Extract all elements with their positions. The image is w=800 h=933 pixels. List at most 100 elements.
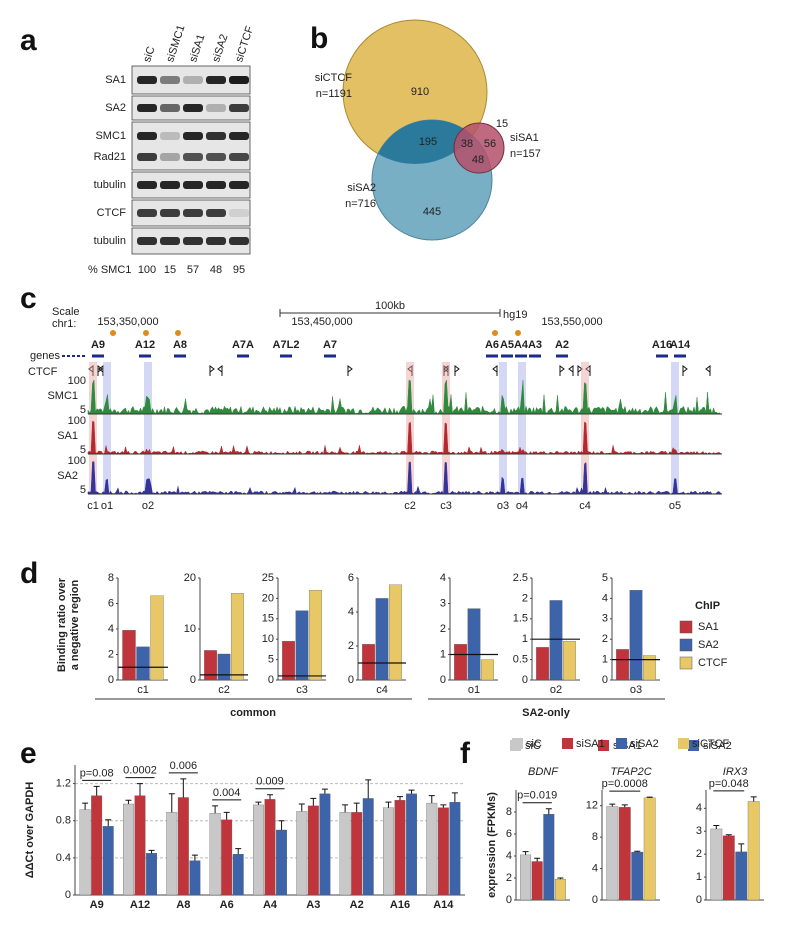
- p-value: p=0.048: [709, 778, 749, 790]
- blot-band: [206, 132, 226, 140]
- coordinate: 153,450,000: [291, 316, 352, 328]
- legend-label: siC: [525, 740, 541, 752]
- error-bar: [321, 788, 328, 794]
- bar: [231, 593, 244, 681]
- blot-band: [229, 237, 249, 245]
- bar: [204, 650, 217, 681]
- y-tick-label: 4: [592, 862, 598, 874]
- blot-band: [160, 237, 180, 245]
- quant-value: 57: [187, 264, 199, 276]
- error-bar: [750, 796, 757, 802]
- error-bar: [93, 785, 100, 796]
- y-tick-label: 2: [696, 848, 702, 860]
- x-tick-label: o1: [468, 684, 480, 696]
- legend-label: siSA2: [703, 740, 732, 752]
- y-tick-label: 0: [602, 674, 608, 686]
- bar: [389, 584, 402, 681]
- bar: [554, 878, 566, 901]
- site-highlight: [103, 362, 111, 494]
- bar: [383, 807, 394, 896]
- row-label: SMC1: [95, 130, 126, 142]
- blot-band: [137, 181, 157, 189]
- y-tick-label: 0: [190, 674, 196, 686]
- browser-label: hg19: [503, 309, 527, 321]
- bar: [276, 829, 287, 896]
- x-tick-label: A4: [263, 899, 278, 911]
- x-tick-label: o2: [550, 684, 562, 696]
- ctcf-site: [98, 365, 104, 376]
- y-tick-label: 0: [440, 674, 446, 686]
- error-bar: [278, 820, 285, 830]
- error-bar: [522, 851, 529, 855]
- legend-label: SA2: [698, 639, 719, 651]
- blot-band: [160, 181, 180, 189]
- track-label: SA1: [57, 430, 78, 442]
- track-scale: 100: [68, 415, 86, 427]
- gene-name: A7L2: [273, 339, 300, 351]
- error-bar: [738, 843, 745, 852]
- bar: [563, 641, 576, 681]
- panel-label: f: [460, 737, 471, 770]
- ctcf-site: [705, 365, 711, 376]
- row-label: tubulin: [94, 179, 126, 191]
- bar: [481, 659, 494, 681]
- bar: [91, 795, 103, 896]
- error-bar: [725, 834, 732, 836]
- legend-swatch: [598, 740, 609, 751]
- row-label: SA1: [105, 74, 126, 86]
- y-tick-label: 4: [602, 592, 608, 604]
- chart-title: TFAP2C: [610, 766, 651, 778]
- error-bar: [82, 802, 89, 810]
- gene-name: A12: [135, 339, 155, 351]
- blot-band: [206, 209, 226, 217]
- quant-label: % SMC1: [88, 264, 131, 276]
- site-highlight: [671, 362, 679, 494]
- bar: [221, 819, 233, 896]
- gene-name: A7: [323, 339, 337, 351]
- y-tick-label: 8: [592, 831, 598, 843]
- error-bar: [125, 799, 132, 804]
- y-tick-label: 10: [262, 633, 274, 645]
- panel-label: d: [20, 557, 38, 590]
- bar: [339, 812, 351, 896]
- row-label: tubulin: [94, 235, 126, 247]
- venn-label: 445: [423, 206, 441, 218]
- track-scale: 5: [80, 404, 86, 416]
- bar: [449, 801, 461, 896]
- tss-dot: [492, 330, 498, 336]
- venn-label: 56: [484, 138, 496, 150]
- blot-band: [160, 153, 180, 161]
- track-scale: 100: [68, 375, 86, 387]
- gene-name: A14: [670, 339, 691, 351]
- error-bar: [534, 857, 541, 862]
- blot-band: [206, 153, 226, 161]
- browser-label: Scale: [52, 306, 80, 318]
- chart-title: BDNF: [528, 766, 559, 778]
- site-label: c3: [440, 500, 452, 512]
- error-bar: [646, 796, 653, 798]
- blot-strip: [131, 121, 251, 171]
- ctcf-site: [682, 365, 688, 376]
- ctcf-site: [585, 365, 591, 376]
- bar: [747, 801, 760, 901]
- legend-label: siC: [526, 738, 542, 750]
- bar: [722, 835, 735, 901]
- lane-label: siC: [141, 45, 157, 64]
- y-tick-label: 6: [348, 572, 354, 584]
- ctcf-site: [347, 365, 353, 376]
- ctcf-site: [454, 365, 460, 376]
- x-tick-label: A12: [130, 899, 150, 911]
- tss-dot: [175, 330, 181, 336]
- venn-label: 15: [496, 118, 508, 130]
- y-tick-label: 1: [696, 871, 702, 883]
- coordinate: 153,550,000: [541, 316, 602, 328]
- bar: [282, 641, 295, 681]
- y-tick-label: 1.2: [56, 777, 71, 789]
- blot-band: [229, 181, 249, 189]
- x-tick-label: A3: [306, 899, 320, 911]
- y-tick-label: 20: [184, 572, 196, 584]
- x-tick-label: A16: [390, 899, 410, 911]
- bar: [426, 802, 438, 896]
- venn-label: 38: [461, 138, 473, 150]
- error-bar: [148, 849, 155, 854]
